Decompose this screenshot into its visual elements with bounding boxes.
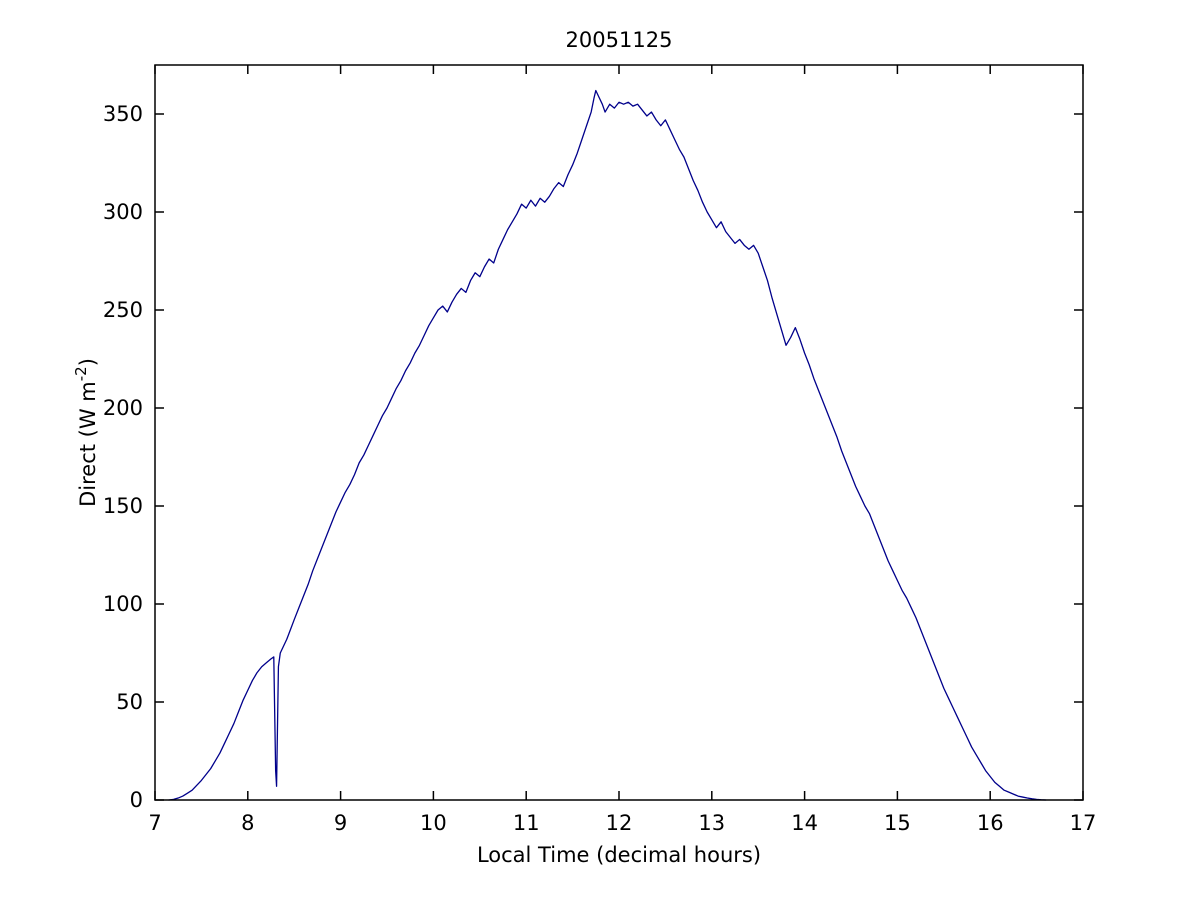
x-tick-label: 10 [420, 811, 447, 835]
chart-title: 20051125 [566, 28, 673, 52]
y-tick-label: 150 [103, 494, 143, 518]
x-tick-label: 8 [241, 811, 254, 835]
y-tick-label: 0 [130, 788, 143, 812]
x-tick-label: 7 [148, 811, 161, 835]
y-tick-label: 350 [103, 102, 143, 126]
x-tick-label: 12 [606, 811, 633, 835]
y-axis-label: Direct (W m-2) [72, 358, 100, 507]
y-tick-label: 50 [116, 690, 143, 714]
x-tick-label: 11 [513, 811, 540, 835]
series-line [168, 89, 1047, 801]
x-tick-label: 14 [791, 811, 818, 835]
x-tick-label: 16 [977, 811, 1004, 835]
x-tick-label: 17 [1070, 811, 1097, 835]
plot-area [155, 65, 1083, 800]
y-tick-label: 100 [103, 592, 143, 616]
x-axis-label: Local Time (decimal hours) [477, 843, 761, 867]
x-tick-label: 9 [334, 811, 347, 835]
x-tick-label: 13 [698, 811, 725, 835]
y-tick-label: 300 [103, 200, 143, 224]
plot-border [154, 64, 1084, 801]
y-tick-label: 200 [103, 396, 143, 420]
y-tick-label: 250 [103, 298, 143, 322]
x-tick-label: 15 [884, 811, 911, 835]
